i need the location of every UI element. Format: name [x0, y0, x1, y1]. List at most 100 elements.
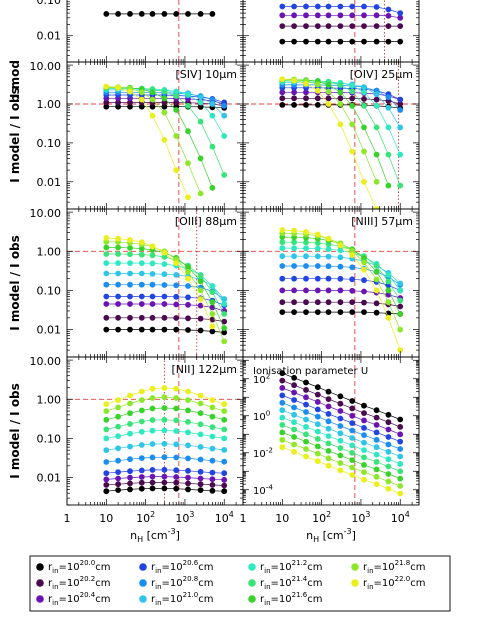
- data-point: [397, 96, 404, 103]
- data-point: [149, 96, 156, 103]
- data-point: [127, 486, 133, 493]
- data-point: [337, 275, 344, 282]
- data-point: [115, 99, 121, 106]
- data-point: [325, 411, 332, 417]
- x-tick-label: 1: [64, 512, 71, 525]
- data-point: [349, 299, 356, 306]
- data-point: [197, 315, 204, 322]
- data-point: [385, 419, 392, 426]
- data-point: [149, 467, 156, 473]
- data-point: [291, 309, 297, 315]
- data-point: [373, 407, 380, 414]
- data-point: [138, 418, 145, 425]
- data-point: [337, 299, 344, 306]
- data-point: [279, 299, 286, 306]
- data-point: [337, 263, 344, 270]
- data-point: [279, 414, 286, 421]
- data-point: [397, 297, 404, 304]
- data-point: [185, 429, 191, 436]
- data-point: [279, 227, 286, 233]
- data-point: [279, 275, 286, 282]
- data-point: [197, 118, 204, 125]
- data-point: [314, 253, 321, 260]
- data-point: [385, 278, 392, 285]
- data-point: [127, 421, 133, 427]
- data-point: [337, 423, 344, 429]
- data-point: [103, 314, 110, 321]
- data-point: [291, 389, 297, 396]
- data-point: [221, 112, 228, 119]
- data-point: [209, 445, 216, 452]
- data-point: [349, 95, 356, 102]
- data-point: [279, 407, 286, 414]
- data-point: [103, 83, 110, 90]
- data-point: [303, 102, 309, 108]
- data-point: [325, 425, 332, 432]
- data-point: [361, 447, 367, 453]
- data-point: [173, 326, 180, 333]
- data-point: [127, 270, 133, 277]
- data-point: [303, 453, 309, 460]
- data-point: [385, 456, 392, 463]
- data-point: [127, 400, 133, 407]
- data-point: [337, 3, 344, 10]
- data-point: [385, 299, 392, 306]
- legend-entry-20.2: rin=1020.2cm: [36, 575, 110, 591]
- data-point: [373, 466, 380, 473]
- data-point: [361, 454, 367, 461]
- data-point: [325, 246, 332, 253]
- x-axis-label: nH [cm-3]: [130, 527, 180, 544]
- data-point: [197, 444, 204, 450]
- data-point: [115, 293, 121, 300]
- data-point: [127, 430, 133, 437]
- data-point: [291, 245, 297, 252]
- data-point: [185, 275, 191, 282]
- data-point: [361, 410, 367, 416]
- series-22.0: [103, 83, 191, 201]
- data-point: [337, 467, 344, 474]
- data-point: [197, 475, 204, 482]
- data-point: [279, 444, 286, 451]
- legend-entry-21.0: rin=1021.0cm: [139, 591, 213, 607]
- data-point: [373, 151, 380, 158]
- series-20.8: [279, 399, 404, 452]
- data-point: [221, 102, 228, 109]
- x-tick-label: 104: [215, 510, 234, 525]
- panel-label: [OIV] 25μm: [350, 68, 413, 81]
- data-point: [325, 263, 332, 270]
- data-point: [373, 429, 380, 436]
- panel-siv: 10.00 1.00 0.10 0.01 [SIV] 10μm: [30, 60, 244, 210]
- y-axis-label: I mod: [8, 60, 22, 98]
- data-point: [314, 3, 321, 10]
- data-point: [161, 99, 168, 106]
- legend-label: rin=1020.4cm: [48, 591, 110, 607]
- panel-label: Ionisation parameter U: [253, 366, 368, 377]
- data-point: [373, 38, 380, 45]
- data-point: [303, 379, 309, 386]
- data-point: [291, 102, 297, 108]
- data-point: [349, 287, 356, 294]
- data-point: [279, 245, 286, 252]
- data-point: [173, 467, 180, 474]
- data-point: [303, 287, 309, 294]
- data-point: [303, 38, 309, 45]
- series-21.0: [279, 407, 404, 460]
- data-point: [149, 485, 156, 492]
- series-21.8: [103, 394, 228, 414]
- data-point: [303, 275, 309, 282]
- legend-entry-20.8: rin=1020.8cm: [139, 575, 213, 591]
- data-point: [361, 124, 367, 131]
- data-point: [161, 454, 168, 461]
- data-point: [127, 281, 133, 288]
- data-point: [103, 244, 110, 251]
- data-point: [337, 38, 344, 45]
- data-point: [115, 270, 121, 277]
- data-point: [115, 397, 121, 403]
- data-point: [173, 395, 180, 401]
- legend-marker: [139, 563, 147, 571]
- data-point: [221, 311, 228, 317]
- data-point: [373, 96, 380, 103]
- data-point: [115, 487, 121, 493]
- data-point: [185, 283, 191, 289]
